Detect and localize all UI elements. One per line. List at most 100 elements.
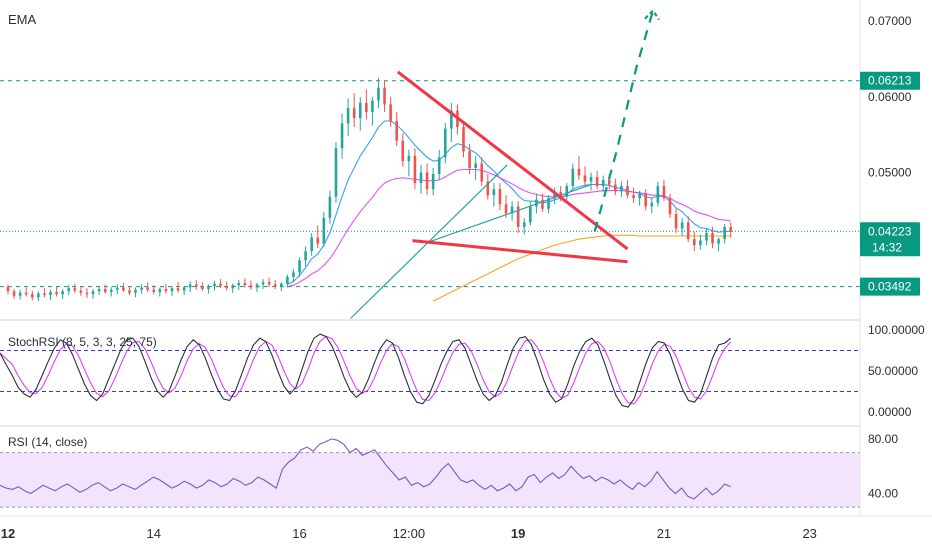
price-pane[interactable]: EMA <box>0 8 860 319</box>
candle-body <box>565 186 569 197</box>
candle-body <box>541 199 544 209</box>
candle-body <box>225 285 228 289</box>
countdown-label: 14:32 <box>872 240 902 254</box>
stochrsi-lines <box>0 333 860 408</box>
candle-body <box>674 214 678 229</box>
rsi-pane[interactable]: RSI (14, close) <box>0 435 860 508</box>
trendline[interactable] <box>430 184 592 242</box>
candlestick-series <box>6 77 733 302</box>
candle-body <box>249 285 253 288</box>
projection-arrow-head[interactable] <box>644 8 660 21</box>
candle-body <box>85 292 89 295</box>
time-tick-label: 14 <box>147 526 161 541</box>
candle-body <box>334 148 338 197</box>
candle-body <box>680 222 684 229</box>
candle-body <box>614 184 617 192</box>
time-axis[interactable]: 12 14 16 12:00 19 21 23 <box>1 526 817 541</box>
time-tick-label: 19 <box>511 526 525 541</box>
candle-body <box>37 293 40 298</box>
candle-body <box>164 288 168 292</box>
rsi-band-fill <box>0 452 860 508</box>
candle-body <box>231 285 235 289</box>
candle-body <box>535 199 538 207</box>
candle-body <box>692 239 696 246</box>
price-level-label: 0.03492 <box>868 280 912 294</box>
candle-body <box>729 226 733 232</box>
candle-body <box>255 284 259 288</box>
candle-body <box>213 283 216 286</box>
stochrsi-tick-label: 100.00000 <box>868 323 925 337</box>
candle-body <box>443 128 447 158</box>
candle-body <box>486 181 490 196</box>
candle-body <box>638 193 641 199</box>
candle-body <box>18 292 22 296</box>
rsi-title: RSI (14, close) <box>8 435 87 449</box>
candle-body <box>55 292 58 295</box>
rsi-lines <box>0 438 860 508</box>
price-level-badge[interactable] <box>860 71 920 90</box>
candle-body <box>146 287 149 290</box>
candle-body <box>30 294 34 298</box>
candle-body <box>601 180 605 187</box>
candle-body <box>723 226 726 240</box>
chart-title: EMA <box>8 12 37 27</box>
ema-line-fast <box>287 120 731 285</box>
price-level-badge[interactable] <box>860 277 920 296</box>
price-level-badge[interactable] <box>860 222 920 257</box>
triangle-lower-line[interactable] <box>412 239 628 264</box>
candle-body <box>626 186 629 196</box>
stochrsi-pane[interactable]: StochRSI (8, 5, 3, 3, 25, 75) <box>0 333 860 408</box>
candle-body <box>401 140 405 162</box>
candle-body <box>188 284 192 288</box>
candle-body <box>182 287 186 291</box>
time-tick-label: 21 <box>657 526 671 541</box>
candle-body <box>365 102 368 112</box>
candle-body <box>529 206 532 223</box>
triangle-upper-line[interactable] <box>396 70 629 251</box>
candle-body <box>516 206 520 227</box>
candle-body <box>705 233 708 241</box>
candle-body <box>292 272 295 277</box>
time-tick-label: 16 <box>292 526 306 541</box>
candle-body <box>67 288 71 292</box>
stochrsi-d-line <box>0 335 732 405</box>
candle-body <box>371 100 374 112</box>
candle-body <box>103 288 107 293</box>
candle-body <box>468 151 471 168</box>
candle-body <box>437 157 441 174</box>
candle-body <box>286 276 289 284</box>
candle-body <box>322 217 326 244</box>
candle-body <box>717 239 720 244</box>
candle-body <box>316 237 320 244</box>
candle-body <box>49 292 52 296</box>
candle-body <box>407 155 411 162</box>
candle-body <box>219 283 222 286</box>
candle-body <box>620 186 623 192</box>
candle-body <box>644 193 648 207</box>
candle-body <box>346 108 350 124</box>
price-level-label: 0.04223 <box>868 224 912 238</box>
candle-body <box>128 290 131 293</box>
candle-body <box>571 168 575 187</box>
candle-body <box>43 293 46 296</box>
candle-body <box>194 284 198 287</box>
candle-body <box>522 222 526 227</box>
trendline-drawings[interactable] <box>350 8 660 319</box>
candle-body <box>492 189 496 196</box>
candle-body <box>662 186 666 199</box>
candle-body <box>237 282 241 286</box>
candle-body <box>176 288 180 291</box>
candle-body <box>24 292 28 295</box>
projection-arrow-line[interactable] <box>593 10 655 232</box>
candle-body <box>158 288 162 293</box>
candle-body <box>140 287 143 290</box>
candle-body <box>425 172 429 190</box>
candle-body <box>462 127 465 152</box>
candle-body <box>134 289 137 293</box>
candle-body <box>377 87 380 101</box>
time-tick-label: 23 <box>802 526 816 541</box>
candle-body <box>243 282 247 286</box>
candle-body <box>152 289 156 293</box>
price-axis[interactable]: 0.07000 0.06000 0.05000 0.06213 0.04223 14:32… <box>860 14 925 501</box>
